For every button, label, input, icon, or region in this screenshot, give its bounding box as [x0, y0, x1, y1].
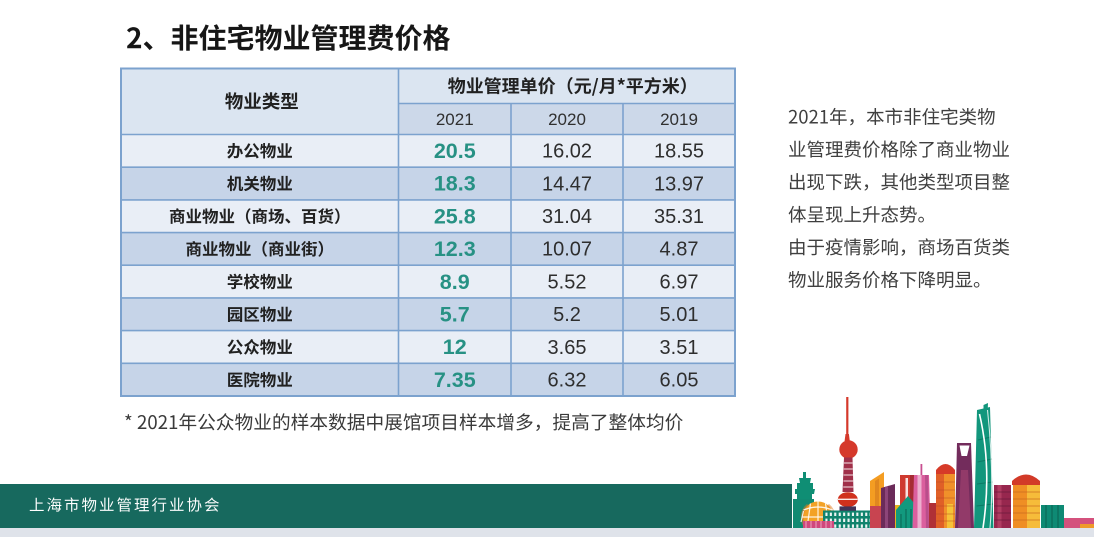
- svg-text:2020: 2020: [548, 110, 586, 129]
- svg-text:31.04: 31.04: [542, 206, 592, 228]
- svg-text:5.2: 5.2: [553, 304, 581, 326]
- svg-text:18.55: 18.55: [654, 141, 704, 163]
- svg-text:2021: 2021: [436, 110, 474, 129]
- svg-text:16.02: 16.02: [542, 141, 592, 163]
- svg-text:18.3: 18.3: [434, 172, 476, 196]
- svg-text:25.8: 25.8: [434, 204, 476, 228]
- svg-text:6.05: 6.05: [660, 370, 699, 392]
- svg-text:6.32: 6.32: [548, 370, 587, 392]
- svg-text:5.52: 5.52: [548, 271, 587, 293]
- svg-text:2019: 2019: [660, 110, 698, 129]
- svg-text:5.7: 5.7: [440, 303, 470, 327]
- svg-text:6.97: 6.97: [660, 271, 699, 293]
- svg-text:12.3: 12.3: [434, 237, 476, 261]
- svg-text:10.07: 10.07: [542, 239, 592, 261]
- svg-text:8.9: 8.9: [440, 270, 470, 294]
- svg-text:3.65: 3.65: [548, 337, 587, 359]
- svg-text:12: 12: [443, 335, 467, 359]
- svg-text:35.31: 35.31: [654, 206, 704, 228]
- svg-text:7.35: 7.35: [434, 368, 476, 392]
- svg-text:14.47: 14.47: [542, 173, 592, 195]
- svg-text:20.5: 20.5: [434, 139, 476, 163]
- svg-text:13.97: 13.97: [654, 173, 704, 195]
- svg-text:3.51: 3.51: [660, 337, 699, 359]
- svg-text:4.87: 4.87: [660, 239, 699, 261]
- svg-text:5.01: 5.01: [660, 304, 699, 326]
